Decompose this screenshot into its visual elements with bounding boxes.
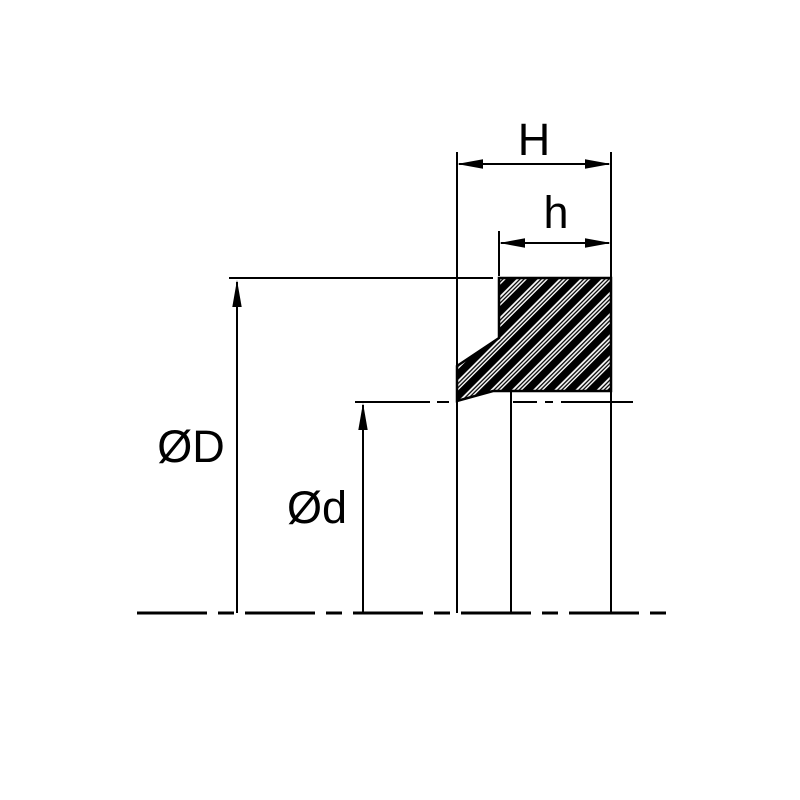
- arrowhead-left: [499, 238, 525, 248]
- dimension-h-group: [498, 231, 611, 276]
- arrowhead-right: [585, 238, 611, 248]
- dimension-label-Od: Ød: [287, 482, 347, 533]
- dimension-label-H: H: [518, 114, 551, 165]
- dimension-label-OD: ØD: [157, 421, 225, 472]
- arrowhead-up: [358, 403, 368, 430]
- arrowhead-right: [585, 159, 611, 169]
- dimension-label-h: h: [543, 187, 568, 238]
- dimension-H-group: [456, 152, 612, 613]
- arrowhead-left: [457, 159, 483, 169]
- arrowhead-up: [232, 280, 242, 307]
- dimension-Od-group: [355, 401, 633, 613]
- dimension-OD-group: [229, 277, 493, 613]
